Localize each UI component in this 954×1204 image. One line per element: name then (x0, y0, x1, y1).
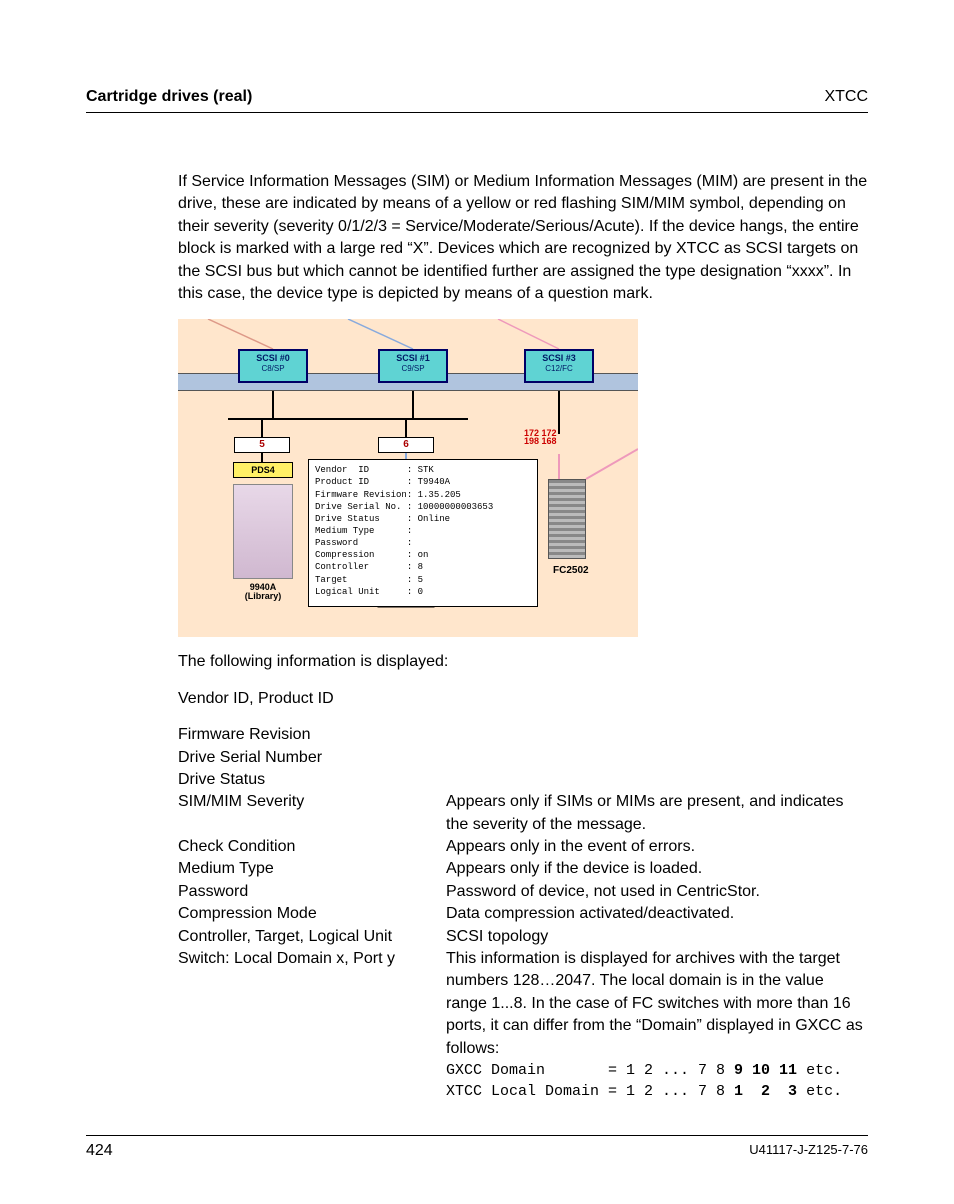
row-desc-6: Password of device, not used in CentricS… (446, 881, 868, 903)
row-label-6: Password (178, 881, 446, 903)
fc-label: FC2502 (553, 564, 589, 578)
footer-doc-id: U41117-J-Z125-7-76 (749, 1142, 868, 1160)
row-desc-1 (446, 747, 868, 769)
row-label-9: Switch: Local Domain x, Port y (178, 948, 446, 1060)
ip-stack: 172 172 198 168 (524, 429, 557, 445)
scsi-title-3: SCSI #3 (542, 353, 576, 363)
row-label-7: Compression Mode (178, 903, 446, 925)
rack-image (548, 479, 586, 559)
page-header: Cartridge drives (real) XTCC (86, 88, 868, 113)
row-label-2: Drive Status (178, 769, 446, 791)
page-footer: 424 U41117-J-Z125-7-76 (86, 1135, 868, 1160)
scsi-title-0: SCSI #0 (256, 353, 290, 363)
scsi-sub-3: C12/FC (526, 364, 592, 374)
tooltip: Vendor ID : STK Product ID : T9940A Firm… (308, 459, 538, 607)
row-label-blank (178, 1060, 446, 1102)
row-desc-8: SCSI topology (446, 926, 868, 948)
numbox-5: 5 (234, 437, 290, 453)
row-label-5: Medium Type (178, 858, 446, 880)
mono-l2b: 1 2 3 (734, 1083, 797, 1100)
row-label-4: Check Condition (178, 836, 446, 858)
scsi-box-1: SCSI #1 C9/SP (378, 349, 448, 383)
scsi-box-0: SCSI #0 C8/SP (238, 349, 308, 383)
row-desc-2 (446, 769, 868, 791)
mono-l1b: 9 10 11 (734, 1062, 797, 1079)
scsi-diagram: SCSI #0 C8/SP SCSI #1 C9/SP SCSI #3 C12/… (178, 319, 638, 637)
drive-label: 9940A (Library) (233, 583, 293, 601)
numbox-6: 6 (378, 437, 434, 453)
ip-d: 168 (542, 436, 557, 446)
footer-page-num: 424 (86, 1142, 113, 1160)
mono-l1c: etc. (797, 1062, 842, 1079)
ip-b: 198 (524, 436, 539, 446)
scsi-box-3: SCSI #3 C12/FC (524, 349, 594, 383)
scsi-title-1: SCSI #1 (396, 353, 430, 363)
header-left: Cartridge drives (real) (86, 88, 252, 106)
mono-block: GXCC Domain = 1 2 ... 7 8 9 10 11 etc. X… (446, 1060, 868, 1102)
displayed-info: The following information is displayed: (178, 651, 868, 673)
row-desc-0 (446, 724, 868, 746)
vendor-line: Vendor ID, Product ID (178, 688, 868, 710)
row-label-0: Firmware Revision (178, 724, 446, 746)
scsi-sub-0: C8/SP (240, 364, 306, 374)
row-desc-7: Data compression activated/deactivated. (446, 903, 868, 925)
mono-l2a: XTCC Local Domain = 1 2 ... 7 8 (446, 1083, 734, 1100)
info-table: Firmware Revision Drive Serial Number Dr… (178, 724, 868, 1102)
body-content: If Service Information Messages (SIM) or… (178, 171, 868, 1102)
row-label-8: Controller, Target, Logical Unit (178, 926, 446, 948)
pds-box: PDS4 (233, 462, 293, 478)
drive-image (233, 484, 293, 579)
header-right: XTCC (824, 88, 868, 106)
mono-l2c: etc. (797, 1083, 842, 1100)
row-desc-5: Appears only if the device is loaded. (446, 858, 868, 880)
scsi-sub-1: C9/SP (380, 364, 446, 374)
row-label-1: Drive Serial Number (178, 747, 446, 769)
drive-label-2: (Library) (245, 591, 282, 601)
row-label-3: SIM/MIM Severity (178, 791, 446, 836)
row-desc-9: This information is displayed for archiv… (446, 948, 868, 1060)
intro-paragraph: If Service Information Messages (SIM) or… (178, 171, 868, 305)
row-desc-4: Appears only in the event of errors. (446, 836, 868, 858)
row-desc-3: Appears only if SIMs or MIMs are present… (446, 791, 868, 836)
mono-l1a: GXCC Domain = 1 2 ... 7 8 (446, 1062, 734, 1079)
